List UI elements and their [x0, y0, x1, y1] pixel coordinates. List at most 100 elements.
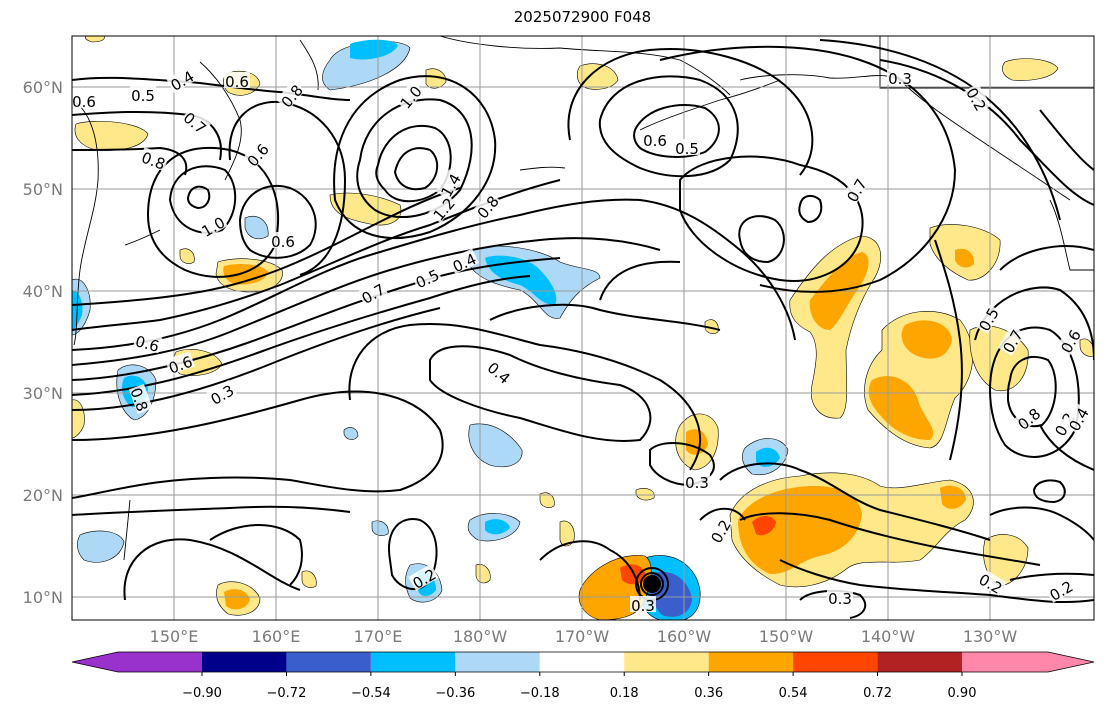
contour-label-bg [1055, 325, 1083, 356]
coastline [1049, 199, 1094, 271]
contour-label: 0.6 [643, 132, 667, 150]
contour-label-bg [166, 65, 197, 93]
contour-label: 0.6 [225, 73, 249, 91]
anomaly-patch [371, 520, 389, 536]
lat-label: 20°N [23, 486, 63, 505]
contour-label: 0.3 [828, 590, 852, 608]
latitude-labels: 60°N 50°N 40°N 30°N 20°N 10°N [23, 78, 63, 607]
anomaly-patch [485, 519, 510, 535]
anomaly-patch [301, 570, 317, 588]
contour-labels: 0.40.50.60.70.81.00.60.80.61.00.61.41.2 0… [72, 65, 1093, 615]
contour-line [228, 100, 347, 276]
contour-line [72, 390, 444, 499]
contour-line [168, 165, 237, 234]
anomaly-patch [738, 486, 862, 575]
contour-label: 0.6 [133, 332, 161, 356]
anomaly-patch [468, 423, 523, 468]
contour-label-bg [976, 568, 1007, 596]
contour-label: 0.6 [271, 233, 295, 251]
contour-line [429, 345, 652, 442]
anomaly-patch [868, 376, 934, 440]
contour-line [739, 512, 1041, 566]
colorbar-label: 0.54 [779, 686, 808, 701]
colorbar-segment [877, 652, 962, 672]
contour-label-bg [276, 79, 306, 111]
contour-label-bg [428, 192, 458, 224]
contour-label-bg [242, 138, 272, 170]
colorbar-label: −0.90 [182, 686, 222, 701]
coastlines [72, 36, 1094, 561]
anomaly-patch [539, 492, 555, 508]
colorbar-segment [539, 652, 625, 672]
contour-line [238, 184, 317, 259]
coastline [123, 499, 131, 561]
lon-label: 180°W [453, 627, 508, 646]
anomaly-patch [179, 248, 195, 264]
coastline [199, 61, 242, 181]
anomaly-patch [77, 530, 125, 563]
contour-line [123, 538, 301, 601]
contour-line [659, 45, 957, 293]
colorbar-label: 0.18 [610, 686, 639, 701]
lon-label: 130°W [963, 627, 1018, 646]
colorbar-segment [286, 652, 371, 672]
contour-label-bg [128, 384, 153, 414]
anomaly-patch [559, 520, 575, 547]
contour-line [799, 589, 867, 619]
contour-label-bg [180, 107, 212, 137]
coastline [72, 99, 99, 346]
contour-label-bg [270, 232, 296, 248]
anomaly-patch [1079, 338, 1094, 357]
contour-label: 0.3 [631, 597, 655, 615]
lon-label: 150°W [759, 627, 814, 646]
contour-line [1039, 109, 1094, 171]
contour-line [989, 506, 1094, 541]
anomaly-patch [244, 216, 269, 240]
contour-line [599, 260, 681, 301]
colorbar-segment [455, 652, 540, 672]
contour-label: 0.5 [675, 140, 699, 158]
contour-line [879, 59, 1094, 206]
contour-label-bg [642, 131, 668, 147]
contour-label-bg [133, 331, 163, 354]
colorbar-label: −0.36 [435, 686, 475, 701]
anomaly-patch [901, 320, 952, 359]
contour-line [738, 215, 785, 264]
anomaly-patch [756, 447, 780, 467]
contour-line [209, 524, 303, 586]
colorbar-extend-left [72, 652, 118, 672]
anomaly-patch [983, 534, 1029, 587]
anomaly-patch [224, 589, 250, 610]
contour-line [699, 507, 746, 521]
contour-line [934, 239, 963, 461]
lon-label: 170°W [555, 627, 610, 646]
contour-label-bg [841, 174, 869, 205]
coastline [299, 39, 319, 91]
colorbar-segment [202, 652, 287, 672]
anomaly-patch [74, 120, 149, 151]
shaded-anomalies [72, 36, 1094, 620]
contours [72, 39, 1094, 619]
contour-line [798, 194, 823, 224]
contour-line [393, 147, 439, 191]
map-title: 2025072900 F048 [513, 8, 652, 26]
anomaly-patch [620, 564, 646, 585]
contour-label-bg [1012, 403, 1044, 433]
contour-label: 0.3 [888, 70, 912, 88]
colorbar-segment [624, 652, 709, 672]
contour-label-bg [1045, 575, 1076, 603]
typhoon-eye-marker [643, 575, 661, 593]
contour-line [72, 179, 561, 331]
lat-label: 60°N [23, 78, 63, 97]
anomaly-patch [350, 39, 398, 60]
contour-line [598, 75, 739, 178]
contour-label-bg [224, 72, 250, 88]
colorbar-segment [370, 652, 456, 672]
coastline [519, 166, 566, 171]
contour-line [633, 104, 720, 158]
contour-label-bg [674, 139, 700, 155]
contour-label-bg [973, 303, 1001, 334]
contour-line [333, 75, 497, 239]
contour-line [1009, 572, 1094, 581]
colorbar-label: −0.54 [351, 686, 391, 701]
